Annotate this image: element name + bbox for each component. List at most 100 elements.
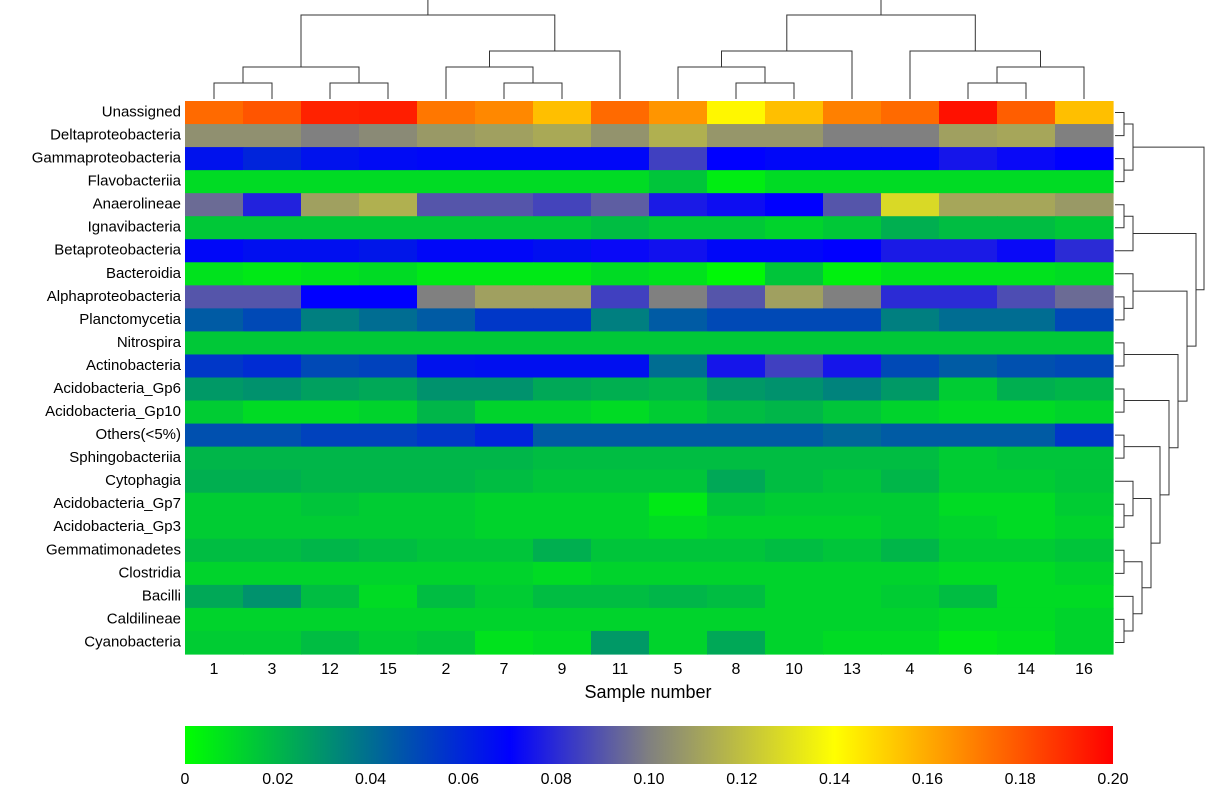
- heatmap-cell: [1055, 469, 1114, 494]
- heatmap-cell: [475, 538, 534, 563]
- colorbar: [185, 726, 1113, 764]
- colorbar-tick-label: 0.12: [726, 771, 757, 788]
- heatmap-cell: [475, 561, 534, 586]
- heatmap-cell: [939, 216, 998, 240]
- heatmap-cell: [823, 239, 882, 263]
- heatmap-cell: [881, 469, 940, 494]
- heatmap-cells: [185, 101, 1114, 655]
- dendrogram-branch: [786, 14, 976, 51]
- heatmap-cell: [997, 239, 1056, 263]
- heatmap-cell: [649, 377, 708, 402]
- heatmap-cell: [359, 170, 418, 194]
- heatmap-cell: [301, 193, 360, 217]
- heatmap-cell: [939, 607, 998, 632]
- column-label: 4: [906, 661, 915, 678]
- heatmap-cell: [185, 607, 244, 632]
- heatmap-cell: [707, 423, 766, 448]
- heatmap-cell: [939, 124, 998, 148]
- heatmap-cell: [939, 469, 998, 494]
- heatmap-cell: [939, 538, 998, 563]
- heatmap-cell: [533, 446, 592, 471]
- heatmap-cell: [417, 331, 476, 356]
- heatmap-cell: [591, 400, 650, 425]
- heatmap-cell: [591, 515, 650, 540]
- heatmap-cell: [417, 584, 476, 609]
- column-label: 6: [964, 661, 973, 678]
- heatmap-cell: [475, 607, 534, 632]
- heatmap-cell: [823, 561, 882, 586]
- dendrogram-branch: [489, 50, 621, 99]
- heatmap-cell: [243, 308, 302, 333]
- colorbar-tick-label: 0.18: [1005, 771, 1036, 788]
- heatmap-cell: [475, 170, 534, 194]
- heatmap-cell: [997, 423, 1056, 448]
- heatmap-cell: [359, 607, 418, 632]
- heatmap-cell: [359, 492, 418, 517]
- heatmap-cell: [301, 377, 360, 402]
- heatmap-cell: [301, 308, 360, 333]
- heatmap-cell: [475, 469, 534, 494]
- dendrogram-branch: [329, 82, 389, 99]
- heatmap-cell: [185, 423, 244, 448]
- heatmap-cell: [417, 354, 476, 379]
- dendrogram-branch: [1115, 503, 1125, 528]
- heatmap-cell: [533, 423, 592, 448]
- column-label: 1: [210, 661, 219, 678]
- heatmap-cell: [591, 423, 650, 448]
- row-label: Gammaproteobacteria: [32, 150, 182, 167]
- heatmap-cell: [765, 285, 824, 309]
- row-label: Acidobacteria_Gp7: [53, 495, 181, 512]
- heatmap-cell: [1055, 308, 1114, 333]
- heatmap-cell: [591, 285, 650, 309]
- heatmap-cell: [1055, 630, 1114, 655]
- heatmap-cell: [301, 584, 360, 609]
- heatmap-cell: [185, 515, 244, 540]
- heatmap-cell: [475, 193, 534, 217]
- heatmap-cell: [243, 515, 302, 540]
- heatmap-cell: [475, 584, 534, 609]
- dendrogram-branch: [909, 50, 1041, 99]
- heatmap-cell: [185, 262, 244, 286]
- heatmap-cell: [243, 584, 302, 609]
- heatmap-cell: [1055, 262, 1114, 286]
- heatmap-cell: [301, 101, 360, 125]
- heatmap-cell: [243, 147, 302, 171]
- heatmap-cell: [185, 377, 244, 402]
- heatmap-cell: [707, 170, 766, 194]
- heatmap-cell: [939, 147, 998, 171]
- heatmap-cell: [823, 607, 882, 632]
- heatmap-cell: [765, 400, 824, 425]
- heatmap-cell: [243, 216, 302, 240]
- heatmap-cell: [591, 262, 650, 286]
- heatmap-cell: [823, 147, 882, 171]
- column-label: 3: [268, 661, 277, 678]
- heatmap-cell: [881, 239, 940, 263]
- heatmap-cell: [475, 377, 534, 402]
- heatmap-cell: [185, 239, 244, 263]
- heatmap-cell: [707, 331, 766, 356]
- colorbar-tick-label: 0: [181, 771, 190, 788]
- heatmap-cell: [417, 170, 476, 194]
- heatmap-cell: [707, 492, 766, 517]
- heatmap-cell: [591, 469, 650, 494]
- heatmap-cell: [765, 515, 824, 540]
- heatmap-cell: [417, 469, 476, 494]
- heatmap-cell: [591, 170, 650, 194]
- heatmap-cell: [533, 584, 592, 609]
- heatmap-cell: [533, 538, 592, 563]
- heatmap-cell: [823, 469, 882, 494]
- heatmap-cell: [185, 492, 244, 517]
- heatmap-cell: [823, 101, 882, 125]
- row-label: Flavobacteriia: [88, 173, 182, 190]
- colorbar-tick-label: 0.14: [819, 771, 850, 788]
- heatmap-cell: [707, 101, 766, 125]
- heatmap-cell: [939, 239, 998, 263]
- heatmap-cell: [591, 630, 650, 655]
- heatmap-cell: [765, 584, 824, 609]
- heatmap-cell: [359, 331, 418, 356]
- heatmap-cell: [939, 400, 998, 425]
- heatmap-cell: [707, 216, 766, 240]
- row-label: Unassigned: [102, 103, 181, 120]
- heatmap-cell: [533, 216, 592, 240]
- heatmap-cell: [417, 538, 476, 563]
